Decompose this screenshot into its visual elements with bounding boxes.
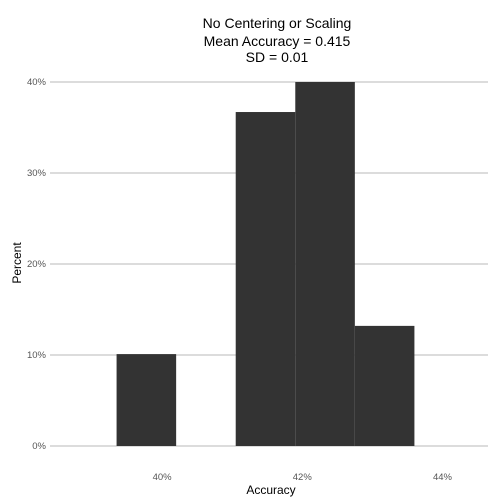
y-tick-label: 40%: [27, 77, 47, 88]
y-tick-label: 0%: [32, 441, 46, 452]
y-tick-label: 10%: [27, 350, 47, 361]
chart-title-line-3: SD = 0.01: [246, 49, 309, 65]
y-tick-label: 30%: [27, 168, 47, 179]
histogram-bar: [295, 82, 355, 446]
y-axis-title: Percent: [10, 242, 24, 284]
x-tick-labels: 40% 42% 44%: [153, 472, 453, 483]
histogram-bar: [116, 354, 177, 446]
x-tick-label: 42%: [293, 472, 313, 483]
histogram-bars: [116, 82, 415, 446]
y-tick-labels: 0% 10% 20% 30% 40%: [27, 77, 47, 452]
x-axis-title: Accuracy: [246, 483, 295, 497]
chart-title-line-2: Mean Accuracy = 0.415: [204, 33, 351, 49]
histogram-bar: [235, 112, 296, 446]
x-tick-label: 40%: [153, 472, 173, 483]
chart-title-line-1: No Centering or Scaling: [203, 15, 352, 31]
x-tick-label: 44%: [433, 472, 453, 483]
histogram-bar: [354, 325, 415, 446]
y-tick-label: 20%: [27, 259, 47, 270]
